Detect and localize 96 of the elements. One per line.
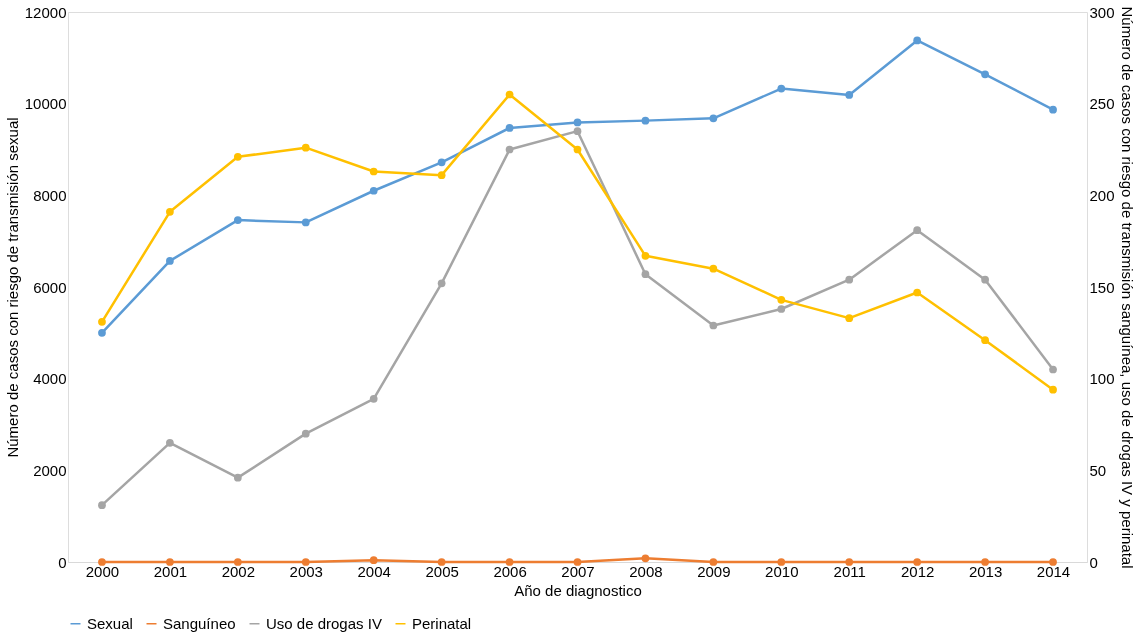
point bbox=[98, 317, 106, 326]
point bbox=[301, 218, 310, 227]
point bbox=[641, 251, 650, 260]
x-tick-label: 2013 bbox=[968, 562, 1003, 580]
point bbox=[777, 295, 786, 304]
point bbox=[709, 558, 718, 566]
y2-tick-label: 300 bbox=[1089, 3, 1115, 21]
point bbox=[233, 473, 242, 482]
point bbox=[641, 270, 650, 279]
point bbox=[709, 321, 718, 330]
point bbox=[981, 70, 989, 79]
point bbox=[369, 186, 378, 195]
point bbox=[301, 558, 310, 566]
point bbox=[641, 116, 650, 125]
y-axis-title: Número de casos con riesgo de transmisión sexual bbox=[3, 117, 21, 458]
point bbox=[1049, 365, 1057, 374]
legend-label: Perinatal bbox=[412, 614, 472, 632]
x-tick-label: 2006 bbox=[493, 562, 527, 580]
point bbox=[709, 264, 718, 273]
x-tick-label: 2011 bbox=[833, 562, 866, 580]
y2-tick-label: 200 bbox=[1089, 186, 1115, 204]
point bbox=[913, 288, 922, 297]
point bbox=[845, 275, 854, 284]
point bbox=[166, 558, 174, 566]
point bbox=[573, 127, 582, 136]
point bbox=[505, 124, 514, 132]
point bbox=[777, 558, 786, 566]
point bbox=[437, 558, 446, 566]
x-tick-label: 2001 bbox=[153, 562, 188, 580]
legend-label: Sexual bbox=[87, 614, 133, 632]
point bbox=[166, 438, 174, 447]
y2-tick-label: 50 bbox=[1089, 461, 1107, 479]
point bbox=[369, 167, 378, 176]
y2-tick-label: 250 bbox=[1089, 95, 1115, 113]
point bbox=[233, 152, 242, 161]
x-tick-label: 2005 bbox=[425, 562, 459, 580]
x-tick-label: 2012 bbox=[900, 562, 935, 580]
point bbox=[573, 118, 582, 127]
y-tick-label: 8000 bbox=[33, 186, 67, 204]
point bbox=[166, 257, 174, 265]
y-tick-label: 10000 bbox=[24, 95, 67, 113]
point bbox=[505, 145, 514, 154]
point bbox=[233, 558, 242, 566]
point bbox=[437, 158, 446, 167]
legend-label: Sanguíneo bbox=[163, 614, 236, 632]
point bbox=[437, 279, 446, 288]
point bbox=[369, 556, 378, 565]
y2-tick-label: 0 bbox=[1089, 553, 1098, 571]
x-tick-label: 2010 bbox=[765, 562, 799, 580]
x-tick-label: 2000 bbox=[85, 562, 120, 580]
point bbox=[437, 171, 446, 180]
point bbox=[913, 558, 922, 566]
point bbox=[981, 336, 989, 345]
y-tick-label: 6000 bbox=[33, 278, 67, 296]
point bbox=[98, 501, 106, 510]
point bbox=[641, 554, 650, 563]
x-axis-title: Año de diagnostico bbox=[514, 581, 642, 599]
y-tick-label: 4000 bbox=[33, 370, 67, 388]
point bbox=[233, 216, 242, 224]
point bbox=[573, 558, 582, 566]
point bbox=[913, 36, 922, 45]
y2-tick-label: 150 bbox=[1089, 278, 1115, 296]
point bbox=[913, 226, 922, 235]
point bbox=[777, 84, 786, 93]
point bbox=[1049, 105, 1057, 114]
point bbox=[845, 91, 854, 99]
point bbox=[301, 143, 310, 152]
point bbox=[777, 305, 786, 313]
point bbox=[505, 90, 514, 99]
point bbox=[981, 275, 989, 284]
point bbox=[1049, 385, 1057, 394]
y-tick-label: 0 bbox=[58, 553, 67, 571]
point bbox=[369, 394, 378, 403]
x-tick-label: 2003 bbox=[289, 562, 323, 580]
point bbox=[845, 558, 854, 566]
point bbox=[845, 314, 854, 323]
point bbox=[573, 145, 582, 154]
y-tick-label: 12000 bbox=[24, 3, 67, 21]
legend-label: Uso de drogas IV bbox=[266, 614, 382, 632]
point bbox=[98, 558, 106, 566]
point bbox=[98, 328, 106, 337]
point bbox=[981, 558, 989, 566]
x-tick-label: 2009 bbox=[697, 562, 731, 580]
y2-tick-label: 100 bbox=[1089, 370, 1115, 388]
x-tick-label: 2004 bbox=[357, 562, 391, 580]
point bbox=[1049, 558, 1057, 566]
point bbox=[301, 429, 310, 438]
y2-axis-title: Número de casos con riesgo de transmisión sanguínea, uso de drogas IV y perinatal bbox=[1118, 6, 1136, 569]
point bbox=[505, 558, 514, 566]
x-tick-label: 2014 bbox=[1036, 562, 1071, 580]
x-tick-label: 2002 bbox=[221, 562, 256, 580]
point bbox=[709, 114, 718, 123]
y-tick-label: 2000 bbox=[33, 461, 67, 479]
x-tick-label: 2007 bbox=[561, 562, 595, 580]
point bbox=[166, 207, 174, 216]
x-tick-label: 2008 bbox=[629, 562, 663, 580]
